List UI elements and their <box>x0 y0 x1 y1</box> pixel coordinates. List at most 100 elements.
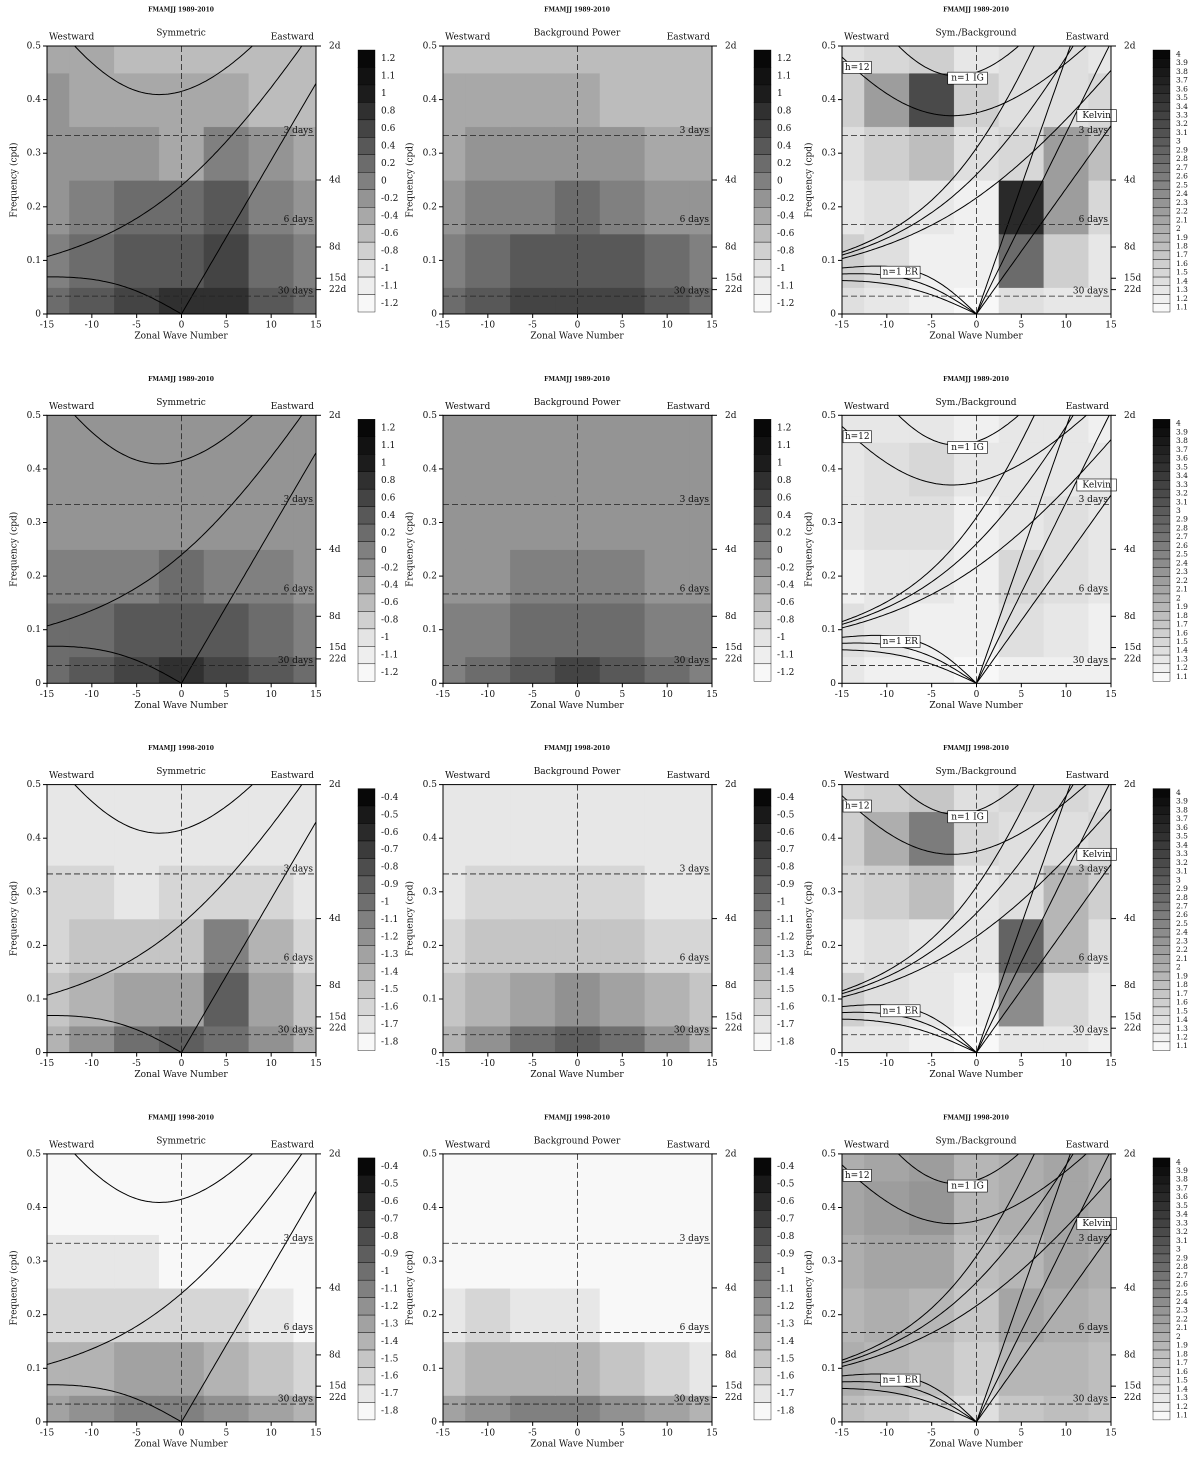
y-tick-label: 0.1 <box>423 1364 437 1374</box>
colorbar-label: 3.3 <box>1176 111 1188 120</box>
field-cell <box>1043 1394 1090 1422</box>
colorbar-box <box>1152 832 1171 842</box>
y2-tick-label: 2d <box>329 780 341 790</box>
colorbar-box <box>357 84 376 103</box>
field-cell <box>203 811 250 866</box>
y-tick-label: 0.5 <box>423 1149 438 1159</box>
field-cell <box>644 1287 691 1343</box>
field-cell <box>510 179 556 235</box>
colorbar-label: -0.4 <box>381 793 399 803</box>
colorbar-box <box>1152 1024 1171 1034</box>
field-cell <box>510 1287 556 1343</box>
y-tick-label: 0.5 <box>822 1149 837 1159</box>
header-center: Symmetric <box>156 767 205 777</box>
colorbar-box <box>753 67 772 86</box>
field-cell <box>203 179 250 235</box>
colorbar-label: -1.3 <box>777 950 795 960</box>
period-label: 6 days <box>680 584 710 594</box>
colorbar-box <box>753 576 772 595</box>
field-cell <box>203 549 250 604</box>
colorbar-label: -0.8 <box>381 616 399 626</box>
y2-tick-label: 2d <box>725 411 737 421</box>
field-cell <box>554 441 601 497</box>
colorbar-label: -1.4 <box>777 968 795 978</box>
colorbar-label: -1.1 <box>381 915 398 925</box>
field-cell <box>69 233 115 288</box>
dispersion-curve <box>976 46 1110 314</box>
x-tick-label: -15 <box>436 1059 451 1069</box>
field-cell <box>842 233 866 288</box>
colorbar-label: 1.7 <box>1176 1358 1188 1367</box>
y2-tick-label: 22d <box>329 1393 346 1403</box>
y-tick-label: 0.3 <box>27 518 42 528</box>
colorbar-label: -0.4 <box>777 793 795 803</box>
colorbar-box <box>1152 128 1171 138</box>
curve-label: n=1 IG <box>951 1182 984 1192</box>
field-cell <box>689 72 712 128</box>
field-cell <box>248 179 295 235</box>
colorbar-label: -1.1 <box>777 915 794 925</box>
field-cell <box>554 179 601 235</box>
colorbar-label: 2.6 <box>1176 541 1188 550</box>
curve-label: n=1 ER <box>883 1006 918 1016</box>
field-cell <box>203 1234 250 1289</box>
colorbar-label: 1.1 <box>1176 303 1188 312</box>
y-tick-label: 0.1 <box>27 1364 41 1374</box>
field-cell <box>69 495 115 550</box>
colorbar-label: -1.3 <box>381 950 399 960</box>
field-cell <box>644 1180 691 1235</box>
period-label: 3 days <box>284 495 314 505</box>
colorbar-label: 1 <box>381 458 387 468</box>
field-cell <box>47 72 71 128</box>
field-cell <box>554 1287 601 1343</box>
colorbar-label: 3.5 <box>1176 462 1188 471</box>
x-tick-label: 0 <box>974 690 980 700</box>
x-axis-label: Zonal Wave Number <box>929 701 1023 711</box>
colorbar-box <box>1152 805 1171 815</box>
header-center: Background Power <box>534 767 621 777</box>
y-tick-label: 0 <box>431 310 437 320</box>
field-cell <box>47 864 71 920</box>
colorbar-label: -0.2 <box>777 194 794 204</box>
x-axis-label: Zonal Wave Number <box>530 332 624 342</box>
colorbar-box <box>1152 663 1171 673</box>
field-cell <box>510 1153 556 1182</box>
colorbar-box <box>753 858 772 877</box>
field-cell <box>864 1287 910 1343</box>
colorbar-box <box>357 910 376 929</box>
x-tick-label: -15 <box>436 321 451 331</box>
dispersion-curve <box>976 1233 1111 1422</box>
colorbar-box <box>357 1032 376 1051</box>
panel-title: FMAMJJ 1998-2010 <box>943 1114 1009 1121</box>
field-cell <box>998 179 1045 235</box>
colorbar-box <box>1152 867 1171 877</box>
colorbar-box <box>753 436 772 455</box>
field-cell <box>443 549 467 604</box>
colorbar-box <box>1152 945 1171 955</box>
colorbar-box <box>1152 814 1171 824</box>
field-cell <box>1088 1287 1111 1343</box>
colorbar-box <box>1152 788 1171 798</box>
curve-label-box <box>842 799 872 813</box>
colorbar-label: 0 <box>777 177 783 187</box>
field-cell <box>47 46 71 74</box>
y2-tick-label: 15d <box>725 274 742 284</box>
colorbar-box <box>357 611 376 630</box>
field-cell <box>644 179 691 235</box>
colorbar-label: -1.7 <box>777 1020 795 1030</box>
x-tick-label: 0 <box>575 1428 581 1438</box>
y-axis-label: Frequency (cpd) <box>804 1250 815 1325</box>
colorbar-box <box>753 259 772 278</box>
colorbar-label: -1.5 <box>381 985 399 995</box>
colorbar-label: 1.6 <box>1176 259 1188 268</box>
field-cell <box>465 656 511 684</box>
curve-label: n=1 IG <box>951 443 984 453</box>
colorbar-label: 2 <box>1176 1332 1181 1341</box>
colorbar-box <box>753 1192 772 1211</box>
colorbar-box <box>357 805 376 824</box>
header-left: Westward <box>49 771 94 781</box>
field-cell <box>864 415 910 443</box>
field-cell <box>69 656 115 684</box>
y2-tick-label: 2d <box>1124 42 1136 52</box>
colorbar-box <box>357 1015 376 1034</box>
